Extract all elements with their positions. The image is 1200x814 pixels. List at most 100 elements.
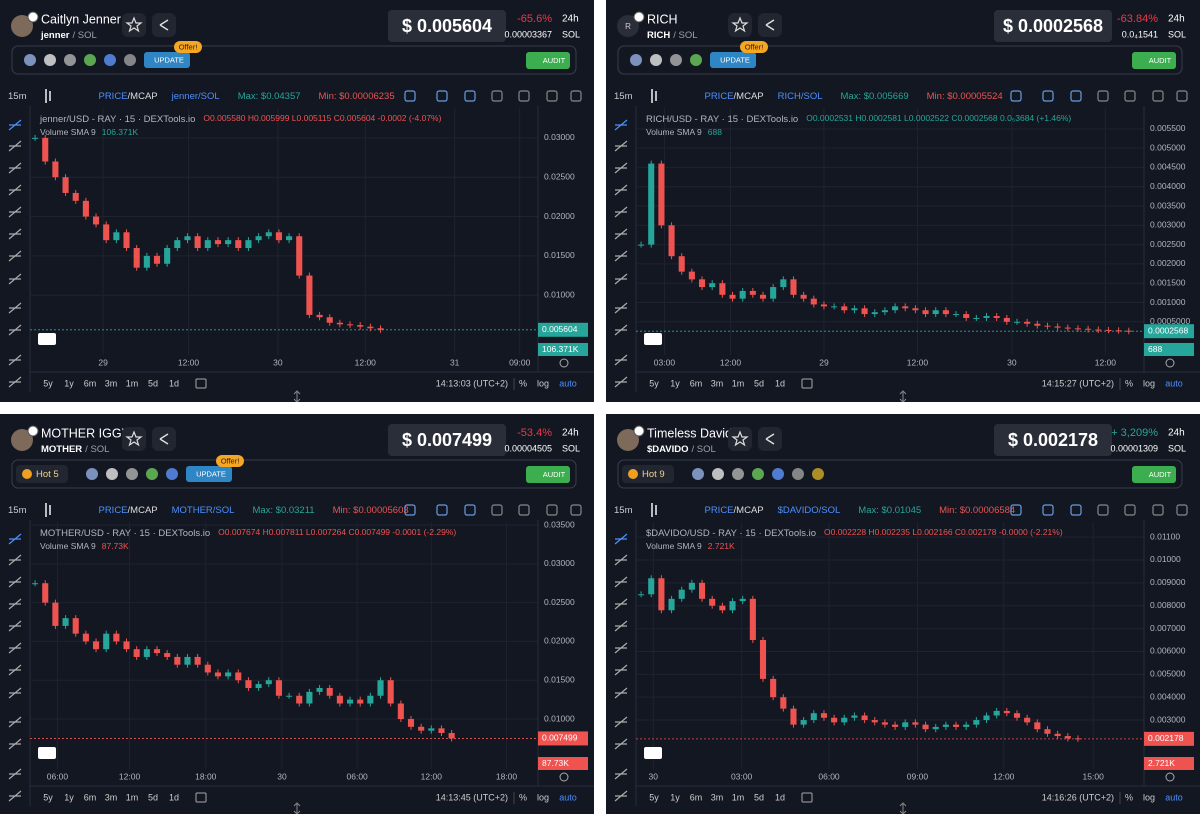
social-icon[interactable]	[792, 468, 804, 480]
drawing-tool[interactable]	[614, 302, 628, 314]
audit-badge[interactable]	[526, 466, 570, 483]
range-button[interactable]: 3m	[711, 792, 724, 802]
range-button[interactable]: 5y	[43, 792, 53, 802]
drawing-tool[interactable]	[8, 228, 22, 240]
tool-icon[interactable]	[1070, 504, 1082, 516]
range-button[interactable]: 1y	[670, 378, 680, 388]
tool-icon[interactable]	[546, 504, 558, 516]
auto-toggle[interactable]: auto	[559, 378, 577, 388]
auto-toggle[interactable]: auto	[1165, 378, 1183, 388]
resize-handle[interactable]	[293, 390, 301, 402]
tool-icon[interactable]	[1010, 90, 1022, 102]
date-range-icon[interactable]	[801, 378, 813, 389]
range-button[interactable]: 5d	[148, 378, 158, 388]
drawing-tool[interactable]	[614, 716, 628, 728]
range-button[interactable]: 5y	[649, 378, 659, 388]
range-button[interactable]: 1m	[732, 378, 745, 388]
update-badge[interactable]	[186, 466, 232, 482]
share-button[interactable]	[152, 13, 176, 37]
range-button[interactable]: 1d	[169, 378, 179, 388]
social-icon[interactable]	[752, 468, 764, 480]
drawing-tool[interactable]	[8, 354, 22, 366]
range-button[interactable]: 3m	[711, 378, 724, 388]
drawing-tool[interactable]	[614, 620, 628, 632]
range-button[interactable]: 1y	[670, 792, 680, 802]
range-button[interactable]: 5y	[649, 792, 659, 802]
log-toggle[interactable]: log	[1143, 378, 1155, 388]
drawing-tool[interactable]	[614, 140, 628, 152]
social-icon[interactable]	[124, 54, 136, 66]
range-button[interactable]: 1m	[732, 792, 745, 802]
drawing-tool[interactable]	[614, 642, 628, 654]
share-button[interactable]	[152, 427, 176, 451]
social-icon[interactable]	[690, 54, 702, 66]
drawing-tool[interactable]	[614, 206, 628, 218]
range-button[interactable]: 6m	[690, 792, 703, 802]
range-button[interactable]: 6m	[84, 378, 97, 388]
social-icon[interactable]	[104, 54, 116, 66]
range-button[interactable]: 5y	[43, 378, 53, 388]
drawing-tool[interactable]	[614, 554, 628, 566]
favorite-button[interactable]	[728, 13, 752, 37]
drawing-tool[interactable]	[8, 790, 22, 802]
tool-icon[interactable]	[491, 90, 503, 102]
drawing-tool[interactable]	[614, 687, 628, 699]
drawing-tool[interactable]	[8, 533, 22, 545]
log-toggle[interactable]: log	[537, 792, 549, 802]
date-range-icon[interactable]	[801, 792, 813, 803]
date-range-icon[interactable]	[195, 378, 207, 389]
drawing-tool[interactable]	[614, 228, 628, 240]
drawing-tool[interactable]	[8, 554, 22, 566]
drawing-tool[interactable]	[8, 250, 22, 262]
social-icon[interactable]	[44, 54, 56, 66]
drawing-tool[interactable]	[614, 738, 628, 750]
social-icon[interactable]	[24, 54, 36, 66]
drawing-tool[interactable]	[614, 273, 628, 285]
drawing-tool[interactable]	[8, 376, 22, 388]
drawing-tool[interactable]	[8, 620, 22, 632]
range-button[interactable]: 6m	[84, 792, 97, 802]
tool-icon[interactable]	[1097, 90, 1109, 102]
range-button[interactable]: 1d	[169, 792, 179, 802]
tool-icon[interactable]	[570, 90, 582, 102]
drawing-tool[interactable]	[8, 642, 22, 654]
tool-icon[interactable]	[1152, 504, 1164, 516]
drawing-tool[interactable]	[8, 576, 22, 588]
range-button[interactable]: 3m	[105, 378, 118, 388]
log-toggle[interactable]: log	[1143, 792, 1155, 802]
drawing-tool[interactable]	[8, 768, 22, 780]
drawing-tool[interactable]	[8, 738, 22, 750]
social-icon[interactable]	[650, 54, 662, 66]
social-icon[interactable]	[166, 468, 178, 480]
social-icon[interactable]	[630, 54, 642, 66]
drawing-tool[interactable]	[614, 324, 628, 336]
drawing-tool[interactable]	[614, 250, 628, 262]
range-button[interactable]: 5d	[754, 792, 764, 802]
drawing-tool[interactable]	[614, 598, 628, 610]
range-button[interactable]: 5d	[754, 378, 764, 388]
tool-icon[interactable]	[1176, 504, 1188, 516]
tool-icon[interactable]	[464, 504, 476, 516]
tool-icon[interactable]	[518, 90, 530, 102]
social-icon[interactable]	[712, 468, 724, 480]
drawing-tool[interactable]	[8, 140, 22, 152]
drawing-tool[interactable]	[614, 768, 628, 780]
drawing-tool[interactable]	[8, 206, 22, 218]
range-button[interactable]: 1m	[126, 378, 139, 388]
resize-handle[interactable]	[293, 802, 301, 814]
drawing-tool[interactable]	[8, 324, 22, 336]
tool-icon[interactable]	[436, 90, 448, 102]
axis-settings[interactable]	[559, 358, 569, 368]
tool-icon[interactable]	[491, 504, 503, 516]
drawing-tool[interactable]	[8, 598, 22, 610]
percent-toggle[interactable]: %	[1125, 378, 1133, 388]
drawing-tool[interactable]	[8, 687, 22, 699]
range-button[interactable]: 5d	[148, 792, 158, 802]
log-toggle[interactable]: log	[537, 378, 549, 388]
tool-icon[interactable]	[404, 90, 416, 102]
tool-icon[interactable]	[1010, 504, 1022, 516]
range-button[interactable]: 1d	[775, 378, 785, 388]
drawing-tool[interactable]	[614, 533, 628, 545]
social-icon[interactable]	[772, 468, 784, 480]
drawing-tool[interactable]	[614, 664, 628, 676]
